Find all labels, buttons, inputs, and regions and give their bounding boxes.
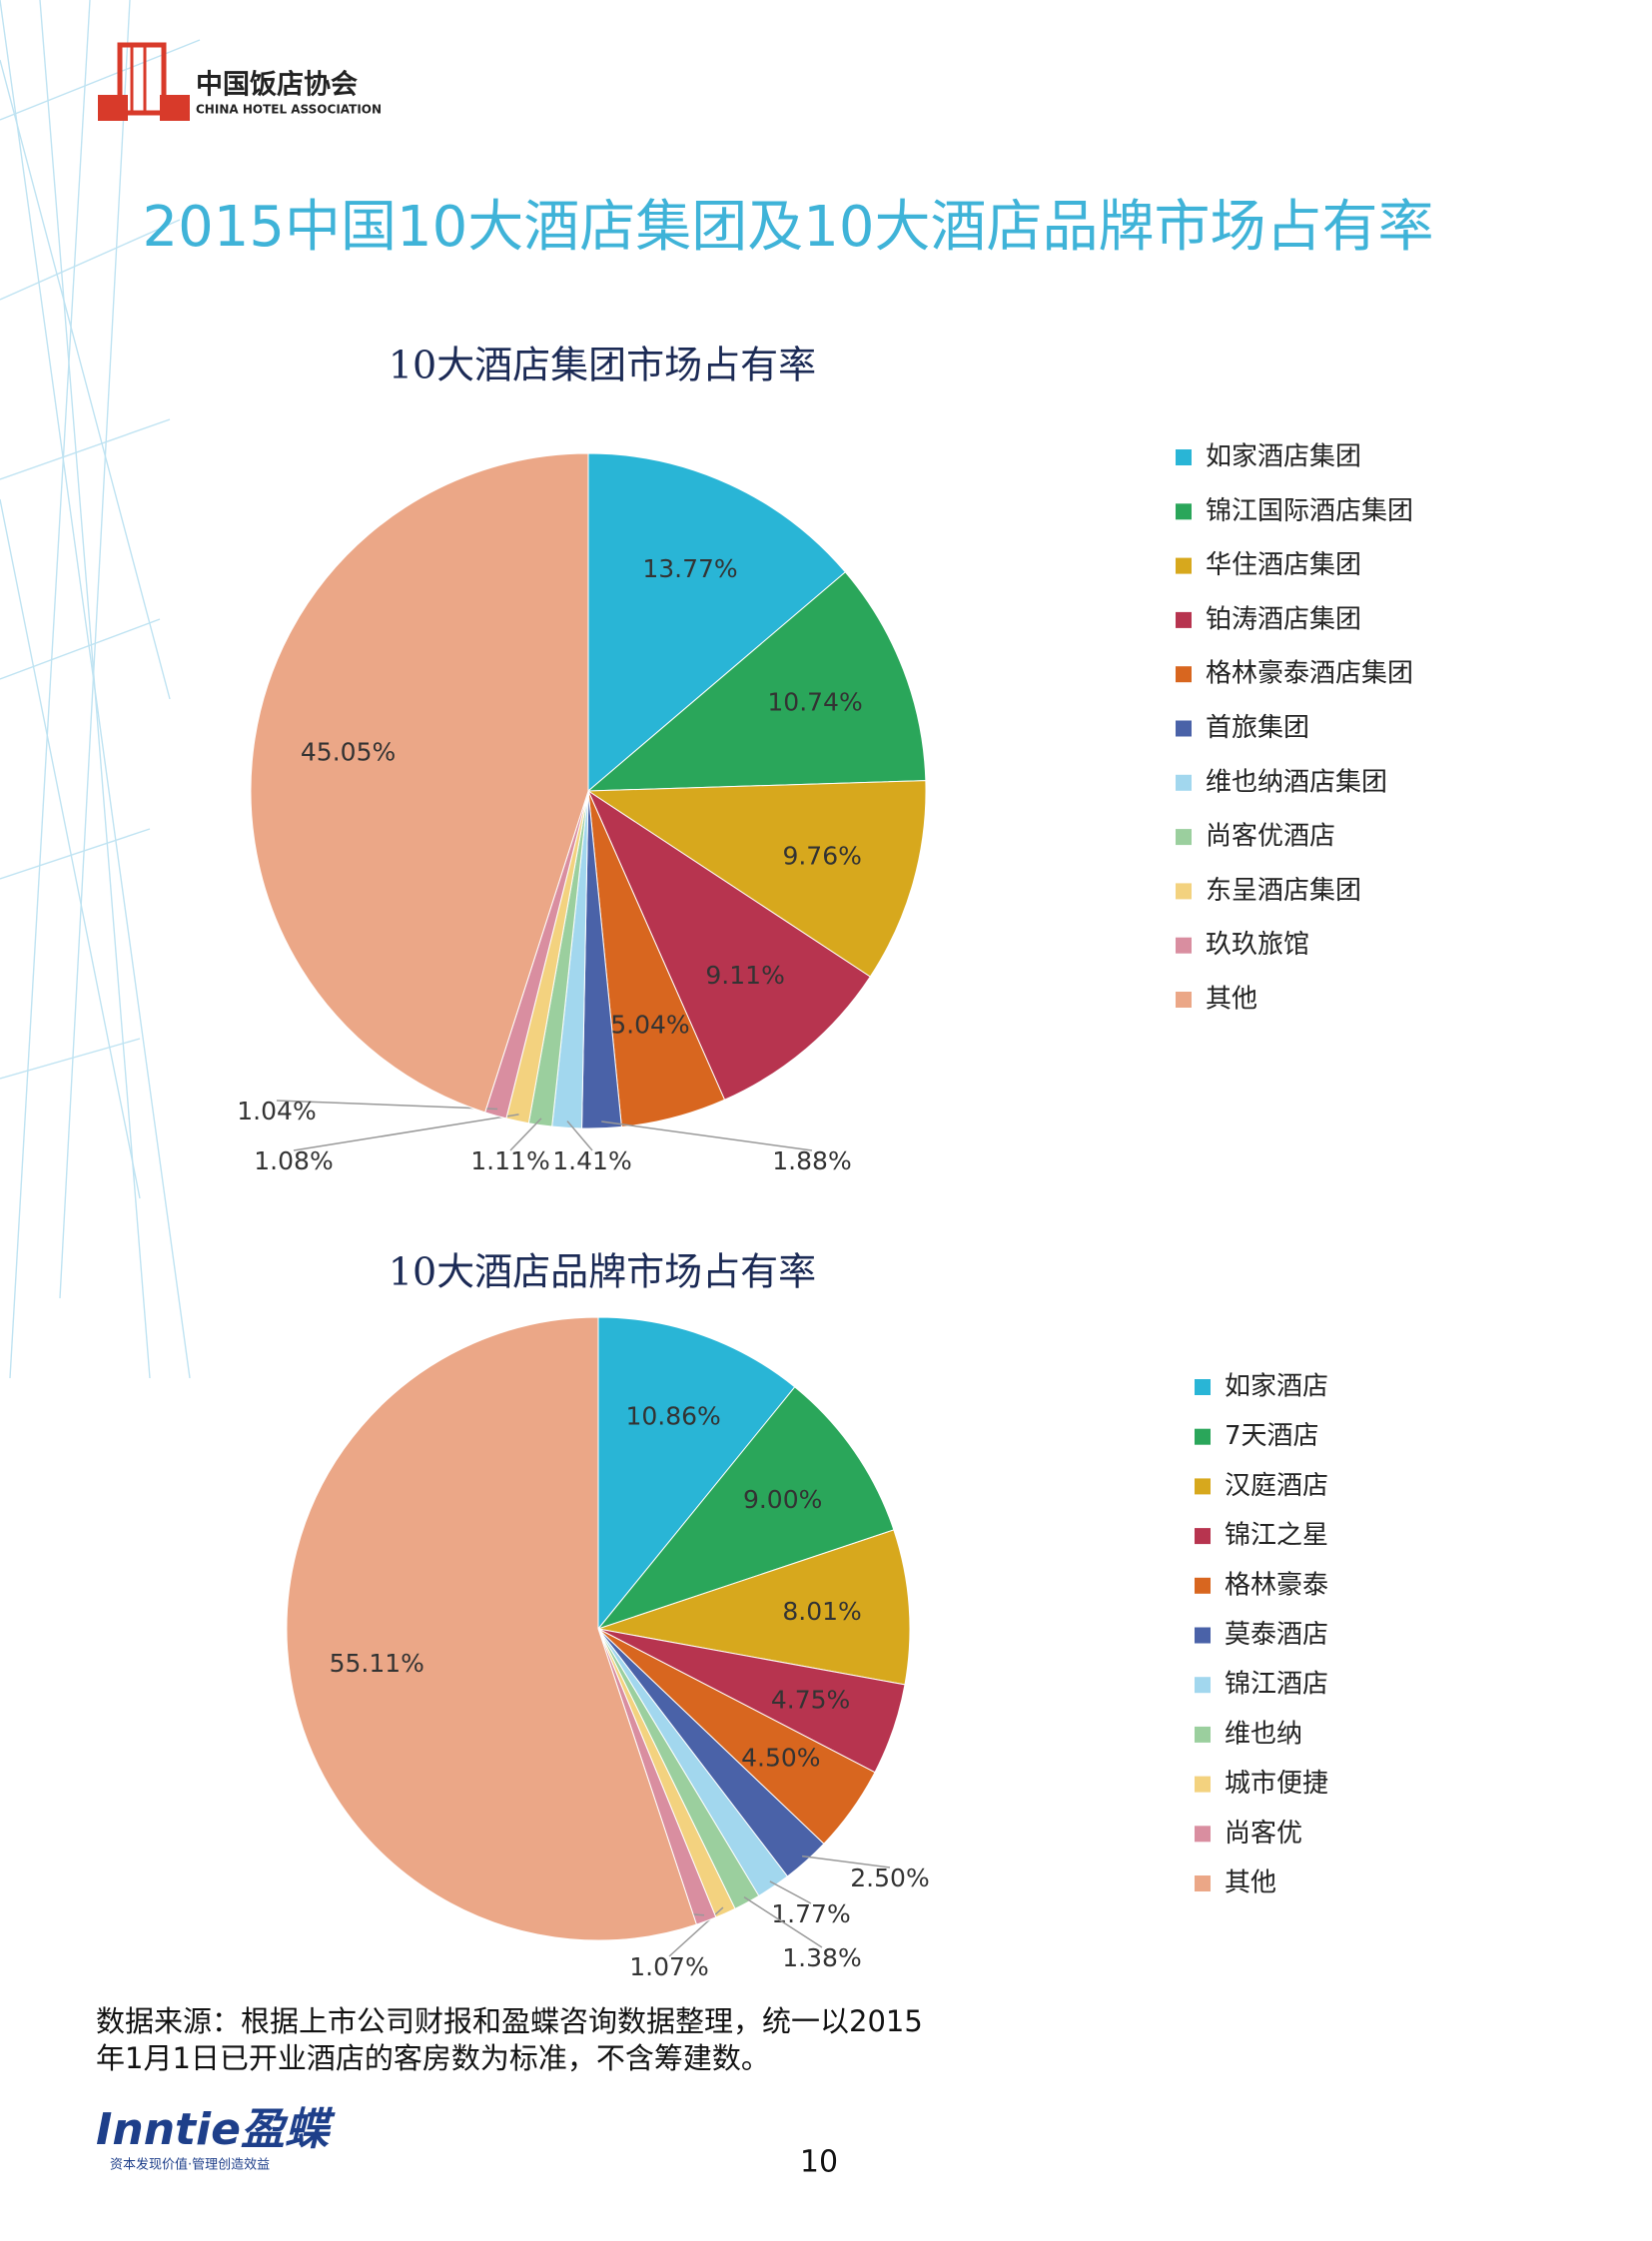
legend-label: 东呈酒店集团 <box>1206 876 1361 906</box>
pie-slice <box>286 1316 697 1941</box>
legend-swatch <box>1176 503 1192 520</box>
legend-label: 莫泰酒店 <box>1225 1620 1328 1650</box>
legend-label: 维也纳酒店集团 <box>1206 767 1387 797</box>
chart-title: 10大酒店品牌市场占有率 <box>389 1250 816 1294</box>
legend-swatch <box>1195 1776 1211 1793</box>
data-label: 1.04% <box>237 1097 316 1125</box>
leader-line <box>293 1114 519 1151</box>
legend-swatch <box>1176 611 1192 628</box>
source-note: 年1月1日已开业酒店的客房数为标准，不含筹建数。 <box>96 2041 770 2075</box>
legend-swatch <box>1195 1428 1211 1445</box>
legend-swatch <box>1195 1528 1211 1545</box>
legend-label: 其他 <box>1225 1868 1276 1898</box>
data-label: 2.50% <box>850 1864 929 1892</box>
legend-swatch <box>1195 1627 1211 1644</box>
data-label: 13.77% <box>642 554 737 583</box>
pie-slice <box>586 571 927 792</box>
leader-line <box>601 1120 813 1151</box>
footer-brand: Inntie盈蝶 <box>96 2104 336 2155</box>
pie-slice <box>596 1386 895 1631</box>
pie-slice <box>587 452 847 793</box>
chart-title: 10大酒店集团市场占有率 <box>389 344 816 387</box>
legend-swatch <box>1176 937 1192 954</box>
data-label: 1.11% <box>470 1146 549 1175</box>
data-label: 1.38% <box>782 1943 861 1972</box>
footer-slogan: 资本发现价值·管理创造效益 <box>110 2157 270 2173</box>
page-number: 10 <box>800 2145 838 2180</box>
legend-swatch <box>1176 557 1192 574</box>
legend-label: 维也纳 <box>1225 1719 1302 1749</box>
data-label: 55.11% <box>330 1649 424 1678</box>
data-label: 1.77% <box>771 1899 850 1928</box>
legend-label: 汉庭酒店 <box>1225 1471 1328 1501</box>
legend-swatch <box>1176 992 1192 1008</box>
legend-swatch <box>1176 449 1192 465</box>
data-label: 10.74% <box>767 687 862 716</box>
data-label: 45.05% <box>301 737 396 766</box>
legend-swatch <box>1176 883 1192 900</box>
leader-line <box>769 1880 812 1904</box>
legend-swatch <box>1176 774 1192 791</box>
legend-swatch <box>1195 1478 1211 1495</box>
data-label: 5.04% <box>610 1010 689 1039</box>
legend-label: 锦江国际酒店集团 <box>1206 496 1413 526</box>
pie-slice <box>597 1529 911 1686</box>
legend-label: 锦江之星 <box>1225 1521 1328 1551</box>
leader-line <box>509 1118 542 1151</box>
pie-slice <box>586 789 871 1101</box>
background-lattice <box>0 0 201 1379</box>
pie-slice <box>586 780 927 978</box>
legend-swatch <box>1176 666 1192 683</box>
legend-label: 格林豪泰 <box>1225 1570 1328 1600</box>
legend-label: 如家酒店 <box>1225 1372 1328 1402</box>
data-label: 9.00% <box>743 1485 822 1514</box>
legend-swatch <box>1195 1726 1211 1743</box>
data-label: 1.07% <box>629 1952 708 1981</box>
pie-slice <box>250 452 589 1114</box>
legend-label: 铂涛酒店集团 <box>1206 604 1361 634</box>
legend-label: 尚客优 <box>1225 1819 1302 1849</box>
legend-label: 如家酒店集团 <box>1206 442 1361 472</box>
data-label: 1.41% <box>552 1146 631 1175</box>
legend-label: 尚客优酒店 <box>1206 822 1335 852</box>
data-label: 8.01% <box>782 1597 861 1626</box>
pie-slice <box>597 1316 796 1631</box>
data-label: 1.08% <box>254 1146 333 1175</box>
data-label: 1.88% <box>772 1146 851 1175</box>
org-name: 中国饭店协会 <box>196 70 358 101</box>
data-label: 9.76% <box>782 841 861 870</box>
legend-label: 格林豪泰酒店集团 <box>1206 659 1413 689</box>
legend-label: 玖玖旅馆 <box>1206 930 1309 960</box>
legend-swatch <box>1195 1826 1211 1843</box>
legend-swatch <box>1195 1875 1211 1891</box>
data-label: 4.50% <box>741 1744 820 1773</box>
legend-label: 锦江酒店 <box>1225 1670 1328 1700</box>
data-label: 10.86% <box>625 1401 720 1430</box>
leader-line <box>743 1896 823 1948</box>
data-label: 9.11% <box>705 961 784 990</box>
legend-swatch <box>1176 720 1192 737</box>
leader-line <box>276 1100 498 1111</box>
data-label: 4.75% <box>771 1686 850 1715</box>
legend-label: 华住酒店集团 <box>1206 550 1361 580</box>
legend-swatch <box>1195 1577 1211 1594</box>
legend-swatch <box>1176 829 1192 846</box>
header-logo <box>98 42 190 121</box>
legend-label: 城市便捷 <box>1225 1769 1328 1799</box>
legend-label: 7天酒店 <box>1225 1421 1319 1451</box>
legend-label: 其他 <box>1206 985 1257 1015</box>
org-name-en: CHINA HOTEL ASSOCIATION <box>196 103 382 117</box>
leader-line <box>802 1855 891 1868</box>
legend-swatch <box>1195 1379 1211 1395</box>
legend-swatch <box>1195 1677 1211 1694</box>
legend-label: 首旅集团 <box>1206 713 1309 743</box>
page-title: 2015中国10大酒店集团及10大酒店品牌市场占有率 <box>142 195 1433 260</box>
leader-line <box>566 1120 593 1151</box>
source-note: 数据来源：根据上市公司财报和盈蝶咨询数据整理，统一以2015 <box>96 2004 923 2038</box>
